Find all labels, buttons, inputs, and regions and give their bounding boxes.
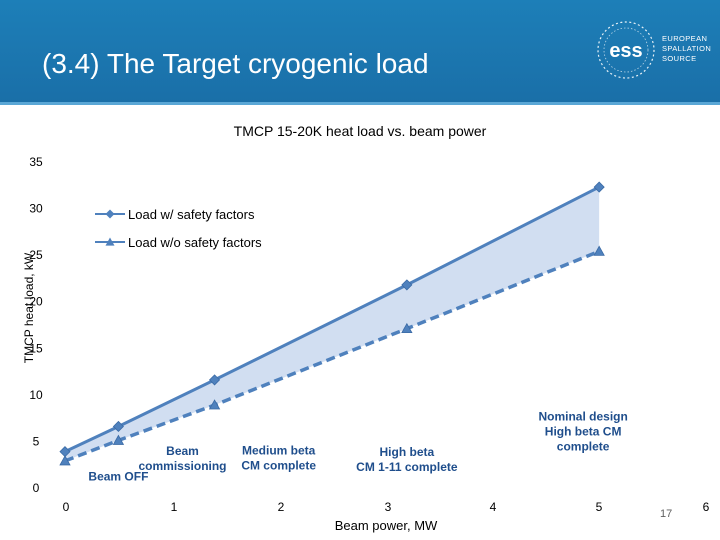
x-tick-label-1: 1 [171,500,178,514]
page-number: 17 [660,508,673,520]
x-tick-label-2: 2 [278,500,285,514]
chart-title: TMCP 15-20K heat load vs. beam power [234,123,487,139]
point-with-safety-4 [593,181,605,193]
y-tick-label-25: 25 [29,248,43,262]
header-accent-strip [0,102,720,105]
y-tick-label-10: 10 [29,388,43,402]
series-line-with-safety [64,185,600,453]
point-with-safety-3 [401,279,413,291]
annotation-4-line-0: Nominal design [538,410,627,424]
y-tick-label-5: 5 [33,434,40,448]
legend-label-0: Load w/ safety factors [128,207,255,222]
x-tick-label-0: 0 [63,500,70,514]
x-tick-label-3: 3 [385,500,392,514]
point-without-safety-1 [112,434,125,445]
y-tick-label-20: 20 [29,295,43,309]
legend-label-1: Load w/o safety factors [128,235,262,250]
annotation-4-line-2: complete [557,440,610,454]
y-tick-label-35: 35 [29,155,43,169]
legend-marker-1 [105,237,115,246]
y-tick-label-0: 0 [33,481,40,495]
point-without-safety-2 [208,399,221,410]
annotation-2-line-1: CM complete [241,458,316,472]
x-axis-label: Beam power, MW [335,518,438,533]
annotation-1-line-0: Beam [166,444,199,458]
point-without-safety-0 [59,455,71,466]
slide-title: (3.4) The Target cryogenic load [42,48,429,79]
ess-logo-icon: ess [597,21,655,79]
point-without-safety-3 [401,322,413,334]
annotation-0-line-0: Beam OFF [88,469,148,483]
logo-line-1: EUROPEAN [662,34,708,43]
y-tick-label-15: 15 [29,341,43,355]
x-tick-label-6: 6 [703,500,710,514]
x-tick-label-5: 5 [596,500,603,514]
annotation-1-line-1: commissioning [139,459,227,473]
annotation-2-line-0: Medium beta [242,443,316,457]
logo-mark: ess [609,40,642,62]
annotation-3-line-0: High beta [380,445,435,459]
annotation-3-line-1: CM 1-11 complete [356,460,458,474]
annotation-4-line-1: High beta CM [545,425,622,439]
y-axis-label: TMCP heat load, kW [22,252,36,363]
logo-line-2: SPALLATION [662,44,712,53]
x-tick-label-4: 4 [490,500,497,514]
logo-wordmark: EUROPEAN SPALLATION SOURCE [662,34,711,64]
legend-marker-0 [105,209,115,219]
point-with-safety-1 [112,420,124,433]
point-with-safety-2 [209,374,221,386]
y-tick-label-30: 30 [29,202,43,216]
slide-header [0,0,720,102]
point-without-safety-4 [593,245,605,256]
logo-line-3: SOURCE [662,54,697,63]
